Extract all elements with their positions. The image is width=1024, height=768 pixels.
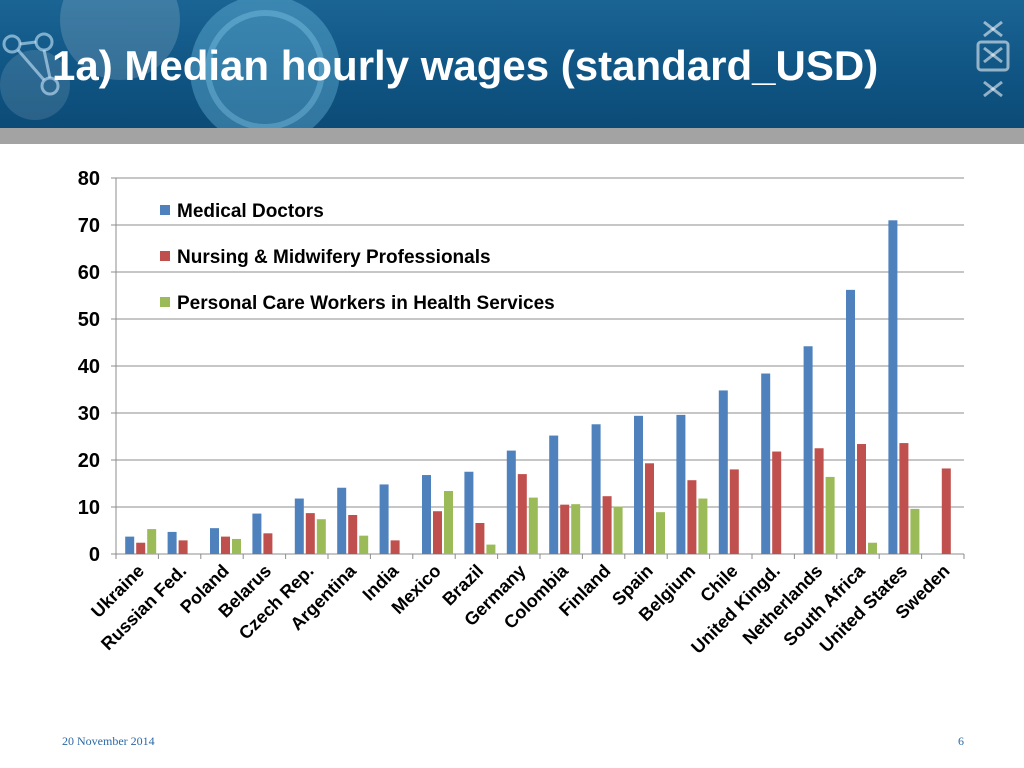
bar-belarus-series-1 [263,533,273,554]
legend-swatch [160,297,170,307]
bar-spain-series-2 [656,512,665,554]
y-tick-label: 60 [78,262,100,284]
decorative-bubble [205,10,325,128]
y-axis-tick-labels: 0 10 20 30 40 50 60 70 80 [78,168,100,566]
bar-finland-series-0 [591,424,601,554]
bar-belgium-series-0 [676,414,686,554]
header-divider [0,128,1024,144]
bar-poland-series-1 [221,536,230,554]
bar-brazil-series-2 [486,544,496,554]
bar-colombia-series-1 [560,504,570,554]
bar-germany-series-2 [528,497,538,554]
bar-chile-series-1 [729,469,739,554]
bar-mexico-series-0 [422,475,431,554]
legend-swatch [160,251,170,261]
y-tick-label: 80 [78,168,100,190]
bar-brazil-series-0 [464,471,474,554]
y-tick-label: 0 [89,544,100,566]
bar-ukraine-series-0 [125,536,135,554]
bar-united-kingd--series-1 [772,451,782,554]
bar-belgium-series-1 [687,480,697,554]
bar-netherlands-series-0 [803,346,813,554]
y-tick-label: 20 [78,450,100,472]
bar-poland-series-0 [210,528,219,554]
bar-india-series-1 [390,540,400,554]
bar-south-africa-series-0 [846,289,855,554]
legend-label: Medical Doctors [177,201,324,222]
legend: Medical Doctors Nursing & Midwifery Profe… [160,201,555,314]
bar-united-states-series-0 [888,220,898,555]
bar-united-states-series-2 [910,508,920,554]
y-tick-label: 10 [78,497,100,519]
page-number: 6 [958,734,964,748]
bar-india-series-0 [379,484,389,554]
bar-germany-series-1 [517,474,527,554]
bar-belgium-series-2 [698,498,708,554]
y-tick-label: 50 [78,309,100,331]
bar-belarus-series-0 [252,513,262,554]
slide-header: 1a) Median hourly wages (standard_USD) [0,0,1024,128]
bar-argentina-series-1 [348,514,358,554]
bar-colombia-series-0 [549,435,559,554]
y-tick-label: 40 [78,356,100,378]
slide-title: 1a) Median hourly wages (standard_USD) [52,42,879,89]
bar-russian-fed--series-1 [178,540,188,554]
bar-netherlands-series-2 [825,476,835,554]
bar-united-states-series-1 [899,443,909,554]
bars [125,220,951,555]
bar-sweden-series-1 [941,468,951,554]
bar-finland-series-2 [613,506,623,554]
bar-chile-series-0 [718,390,728,554]
legend-label: Personal Care Workers in Health Services [177,293,555,314]
university-logo-icon [976,20,1010,98]
bar-germany-series-0 [506,450,516,554]
bar-south-africa-series-2 [868,542,877,554]
y-tick-label: 70 [78,215,100,237]
bar-mexico-series-2 [444,491,453,554]
bar-brazil-series-1 [475,522,485,554]
bar-argentina-series-2 [359,535,369,554]
bar-united-kingd--series-0 [761,373,771,554]
footer-date: 20 November 2014 [62,734,155,748]
bar-south-africa-series-1 [857,444,866,554]
legend-swatch [160,205,170,215]
bar-czech-rep--series-0 [294,498,304,554]
bar-ukraine-series-1 [136,542,146,554]
bar-netherlands-series-1 [814,448,824,554]
bar-colombia-series-2 [571,504,581,554]
bar-russian-fed--series-0 [167,531,177,554]
bar-mexico-series-1 [433,511,442,554]
bar-spain-series-0 [634,415,643,554]
bar-spain-series-1 [645,463,654,554]
bar-ukraine-series-2 [147,529,157,554]
bar-czech-rep--series-1 [305,513,315,554]
bar-czech-rep--series-2 [316,519,326,554]
y-tick-label: 30 [78,403,100,425]
bar-finland-series-1 [602,496,612,554]
legend-label: Nursing & Midwifery Professionals [177,247,491,268]
molecule-icon [2,32,60,96]
bar-poland-series-2 [232,538,241,554]
bar-argentina-series-0 [337,487,347,554]
